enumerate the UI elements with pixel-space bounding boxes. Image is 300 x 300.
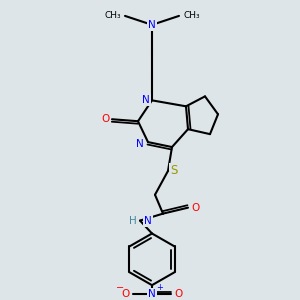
Text: H: H bbox=[129, 216, 137, 226]
Text: O: O bbox=[174, 289, 182, 299]
Text: N: N bbox=[136, 139, 144, 149]
Text: N: N bbox=[148, 289, 156, 299]
Text: H: H bbox=[129, 216, 137, 226]
Text: O: O bbox=[102, 114, 110, 124]
Text: O: O bbox=[122, 289, 130, 299]
Text: CH₃: CH₃ bbox=[183, 11, 200, 20]
Text: +: + bbox=[157, 283, 164, 292]
Text: −: − bbox=[116, 283, 124, 293]
Text: S: S bbox=[170, 164, 177, 177]
Text: N: N bbox=[142, 95, 150, 105]
Text: N: N bbox=[144, 216, 152, 226]
Text: CH₃: CH₃ bbox=[104, 11, 121, 20]
Text: N: N bbox=[148, 20, 156, 30]
Text: O: O bbox=[191, 203, 199, 213]
